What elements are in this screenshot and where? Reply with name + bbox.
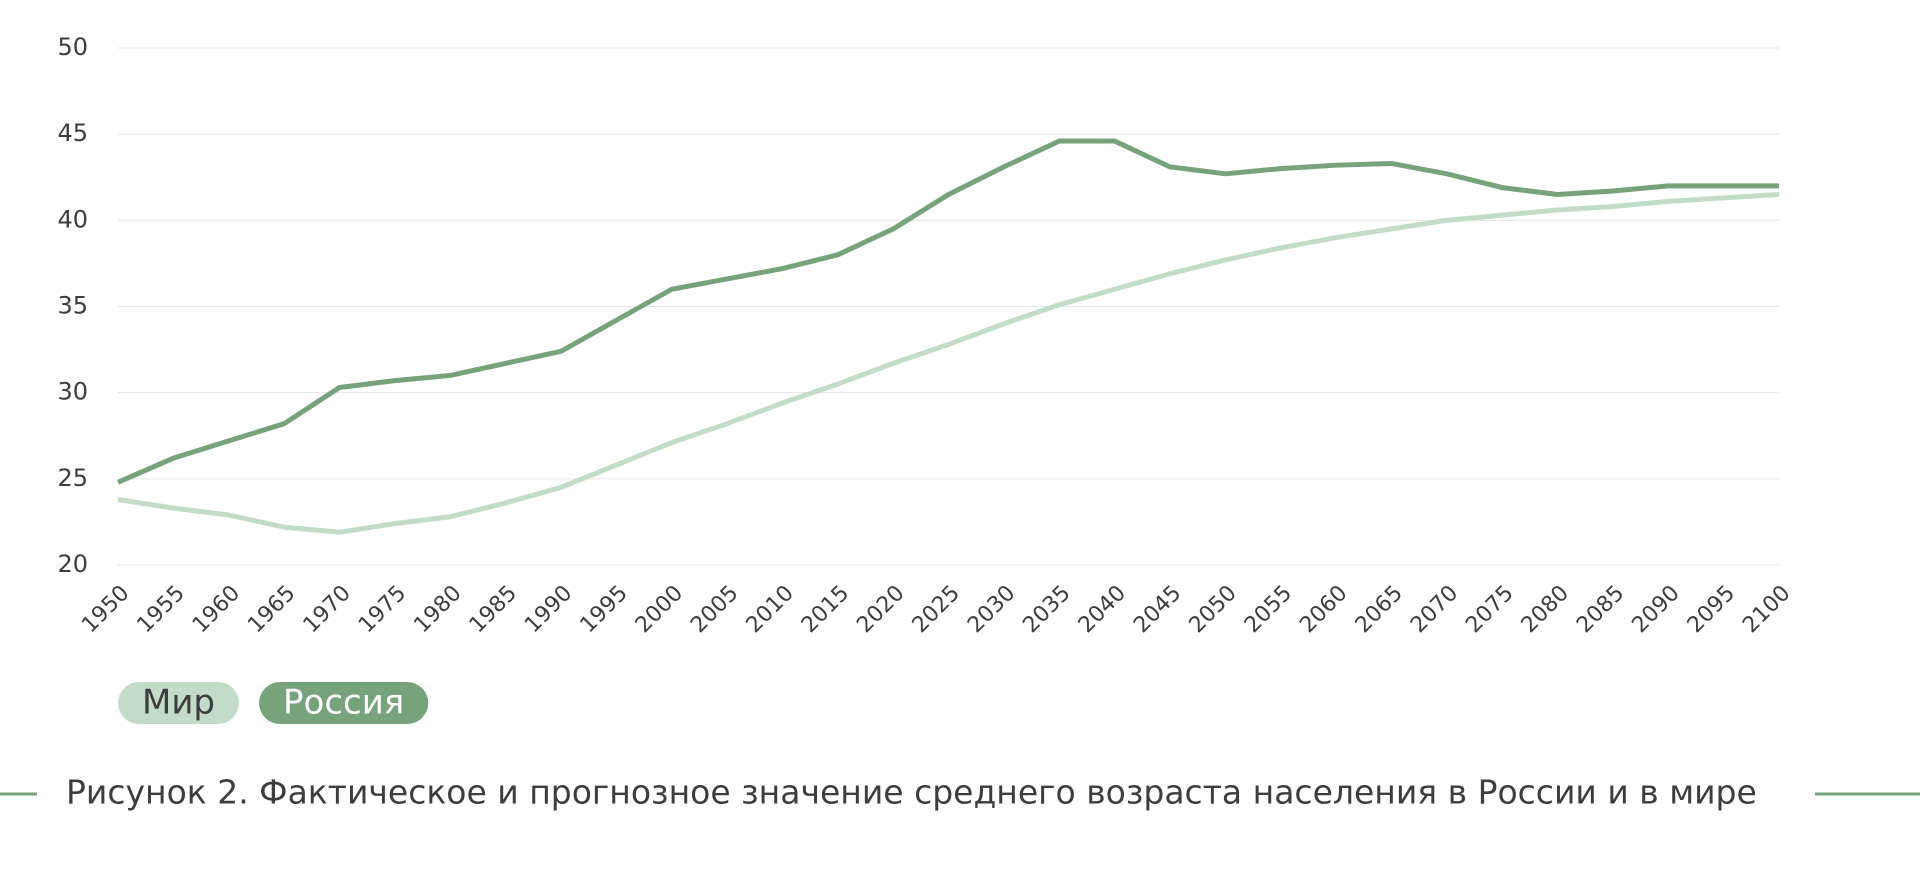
x-tick-label: 1955 xyxy=(133,581,190,638)
y-tick-label: 40 xyxy=(57,205,88,233)
x-tick-label: 2080 xyxy=(1517,581,1574,638)
x-tick-label: 2000 xyxy=(631,581,688,638)
x-tick-label: 2005 xyxy=(686,581,743,638)
x-tick-label: 2095 xyxy=(1683,581,1740,638)
x-tick-label: 2085 xyxy=(1572,581,1629,638)
y-tick-label: 50 xyxy=(57,33,88,61)
x-tick-label: 1960 xyxy=(188,581,245,638)
x-tick-label: 2015 xyxy=(797,581,854,638)
x-tick-label: 2070 xyxy=(1406,581,1463,638)
x-tick-label: 2010 xyxy=(742,581,799,638)
legend-pill xyxy=(259,682,429,724)
x-tick-label: 2045 xyxy=(1129,581,1186,638)
y-tick-label: 30 xyxy=(57,378,88,406)
y-tick-label: 45 xyxy=(57,119,88,147)
legend-pill xyxy=(118,682,240,724)
series-line xyxy=(117,191,1780,535)
x-tick-label: 2075 xyxy=(1461,581,1518,638)
x-tick-label: 1970 xyxy=(299,581,356,638)
x-tick-label: 2055 xyxy=(1240,581,1297,638)
x-tick-label: 2065 xyxy=(1351,581,1408,638)
legend-label: Россия xyxy=(283,683,404,723)
y-tick-label: 25 xyxy=(57,464,88,492)
series-line xyxy=(117,138,1779,485)
x-tick-label: 1975 xyxy=(354,581,411,638)
legend-item: Мир xyxy=(118,682,240,724)
x-tick-label: 2050 xyxy=(1185,581,1242,638)
x-tick-label: 2030 xyxy=(963,581,1020,638)
legend-item: Россия xyxy=(259,682,429,724)
x-tick-label: 2040 xyxy=(1074,581,1131,638)
x-tick-label: 2100 xyxy=(1738,581,1795,638)
x-tick-label: 1965 xyxy=(243,581,300,638)
x-tick-label: 2035 xyxy=(1018,581,1075,638)
x-tick-label: 1980 xyxy=(409,581,466,638)
x-tick-label: 2025 xyxy=(908,581,965,638)
x-tick-label: 2020 xyxy=(852,581,909,638)
x-tick-label: 1990 xyxy=(520,581,577,638)
caption: Рисунок 2. Фактическое и прогнозное знач… xyxy=(66,773,1757,812)
y-tick-label: 35 xyxy=(57,292,88,320)
x-tick-label: 1950 xyxy=(77,581,134,638)
y-tick-label: 20 xyxy=(57,550,88,578)
x-tick-label: 1995 xyxy=(576,581,633,638)
x-tick-label: 2060 xyxy=(1295,581,1352,638)
x-tick-label: 1985 xyxy=(465,581,522,638)
x-tick-label: 2090 xyxy=(1627,581,1684,638)
legend-label: Мир xyxy=(142,683,215,723)
